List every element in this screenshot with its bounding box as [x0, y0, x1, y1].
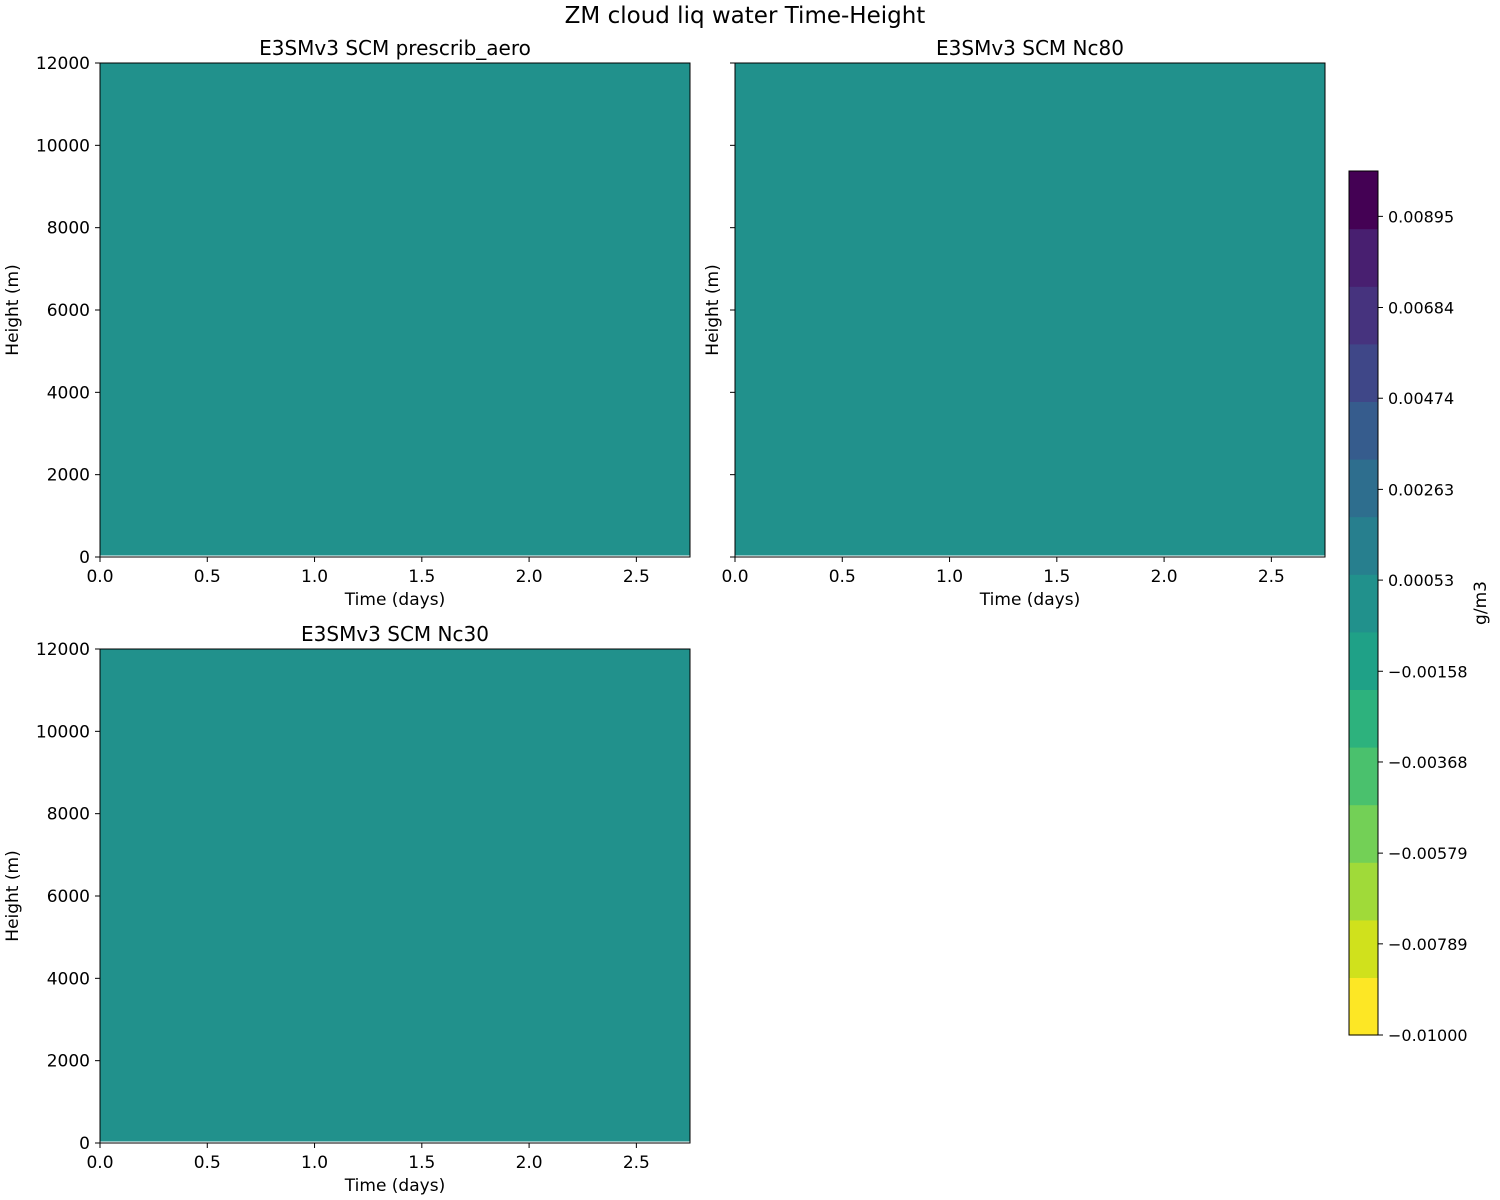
y-tick-label: 0 — [79, 1134, 90, 1154]
y-tick-label: 10000 — [36, 722, 90, 742]
x-tick-label: 0.5 — [194, 1153, 221, 1173]
colorbar-segment — [1349, 631, 1378, 690]
x-axis-label: Time (days) — [344, 590, 445, 610]
x-tick-label: 1.5 — [408, 567, 435, 587]
x-tick-label: 2.0 — [1151, 567, 1178, 587]
y-tick-label: 4000 — [47, 383, 90, 403]
colorbar-segment — [1349, 747, 1378, 806]
colorbar-segment — [1349, 343, 1378, 402]
subplot-grid: E3SMv3 SCM prescrib_aero 0.0 0.5 1.0 1.5 2.0 2… — [3, 36, 1326, 1196]
y-tick-label: 10000 — [36, 136, 90, 156]
x-tick-label: 2.5 — [623, 1153, 650, 1173]
colorbar-segment — [1349, 919, 1378, 978]
x-tick-label: 2.5 — [1258, 567, 1285, 587]
x-tick-label: 2.0 — [516, 567, 543, 587]
x-axis-label: Time (days) — [344, 1176, 445, 1196]
y-tick-label: 12000 — [36, 54, 90, 74]
x-tick-label: 2.5 — [623, 567, 650, 587]
x-tick-label: 1.5 — [1043, 567, 1070, 587]
subplot-title: E3SMv3 SCM prescrib_aero — [259, 36, 531, 60]
y-tick-label: 12000 — [36, 640, 90, 660]
x-tick-label: 0.0 — [86, 1153, 113, 1173]
colorbar-tick-label: 0.00684 — [1388, 299, 1454, 318]
y-tick-label: 2000 — [47, 466, 90, 486]
y-tick-label: 8000 — [47, 219, 90, 239]
colorbar-tick-label: −0.00789 — [1388, 935, 1468, 954]
colorbar-tick-label: 0.00474 — [1388, 389, 1454, 408]
x-tick-label: 1.0 — [301, 1153, 328, 1173]
subplot-title: E3SMv3 SCM Nc80 — [936, 36, 1124, 60]
colorbar-tick-label: −0.00579 — [1388, 844, 1468, 863]
y-tick-label: 8000 — [47, 805, 90, 825]
y-tick-label: 6000 — [47, 301, 90, 321]
heatmap-field — [735, 63, 1325, 556]
colorbar-tick-label: 0.00895 — [1388, 207, 1454, 226]
y-axis-label: Height (m) — [3, 850, 23, 941]
colorbar-segment — [1349, 459, 1378, 518]
x-tick-label: 2.0 — [516, 1153, 543, 1173]
colorbar-segment — [1349, 516, 1378, 575]
subplot-2: E3SMv3 SCM Nc80 0.0 0.5 1.0 1.5 2.0 2.5 Time (d… — [703, 36, 1326, 610]
colorbar-frame — [1348, 170, 1379, 1036]
colorbar-tick-label: −0.00158 — [1388, 662, 1468, 681]
x-tick-label: 1.0 — [936, 567, 963, 587]
colorbar-segment — [1349, 862, 1378, 921]
figure-title: ZM cloud liq water Time-Height — [565, 3, 926, 29]
colorbar-tick-label: −0.00368 — [1388, 753, 1468, 772]
colorbar-segment — [1349, 689, 1378, 748]
y-tick-label: 2000 — [47, 1052, 90, 1072]
x-tick-label: 1.0 — [301, 567, 328, 587]
colorbar-segment — [1349, 171, 1378, 230]
colorbar-tick-label: −0.01000 — [1388, 1026, 1468, 1045]
subplot-title: E3SMv3 SCM Nc30 — [301, 622, 489, 646]
colorbar-segment — [1349, 574, 1378, 633]
y-axis-label: Height (m) — [3, 264, 23, 355]
x-tick-label: 0.0 — [721, 567, 748, 587]
colorbar-segment — [1349, 977, 1378, 1036]
heatmap-field — [100, 63, 690, 556]
y-tick-label: 4000 — [47, 969, 90, 989]
x-axis-label: Time (days) — [979, 590, 1080, 610]
colorbar: −0.01000 −0.00789 −0.00579 −0.00368 −0.00158… — [1348, 170, 1491, 1045]
y-tick-label: 6000 — [47, 887, 90, 907]
colorbar-label: g/m3 — [1471, 581, 1491, 625]
x-tick-label: 1.5 — [408, 1153, 435, 1173]
y-axis-label: Height (m) — [703, 264, 723, 355]
colorbar-segment — [1349, 401, 1378, 460]
colorbar-tick-label: 0.00263 — [1388, 480, 1454, 499]
x-tick-label: 0.5 — [829, 567, 856, 587]
colorbar-segment — [1349, 228, 1378, 287]
colorbar-segment — [1349, 286, 1378, 345]
y-tick-label: 0 — [79, 548, 90, 568]
subplot-1: E3SMv3 SCM prescrib_aero 0.0 0.5 1.0 1.5 2.0 2… — [3, 36, 691, 610]
colorbar-segment — [1349, 804, 1378, 863]
x-tick-label: 0.5 — [194, 567, 221, 587]
x-tick-label: 0.0 — [86, 567, 113, 587]
heatmap-field — [100, 649, 690, 1142]
colorbar-tick-label: 0.00053 — [1388, 571, 1454, 590]
subplot-3: E3SMv3 SCM Nc30 0.0 0.5 1.0 1.5 2.0 2.5 0 2000 40… — [3, 622, 691, 1196]
